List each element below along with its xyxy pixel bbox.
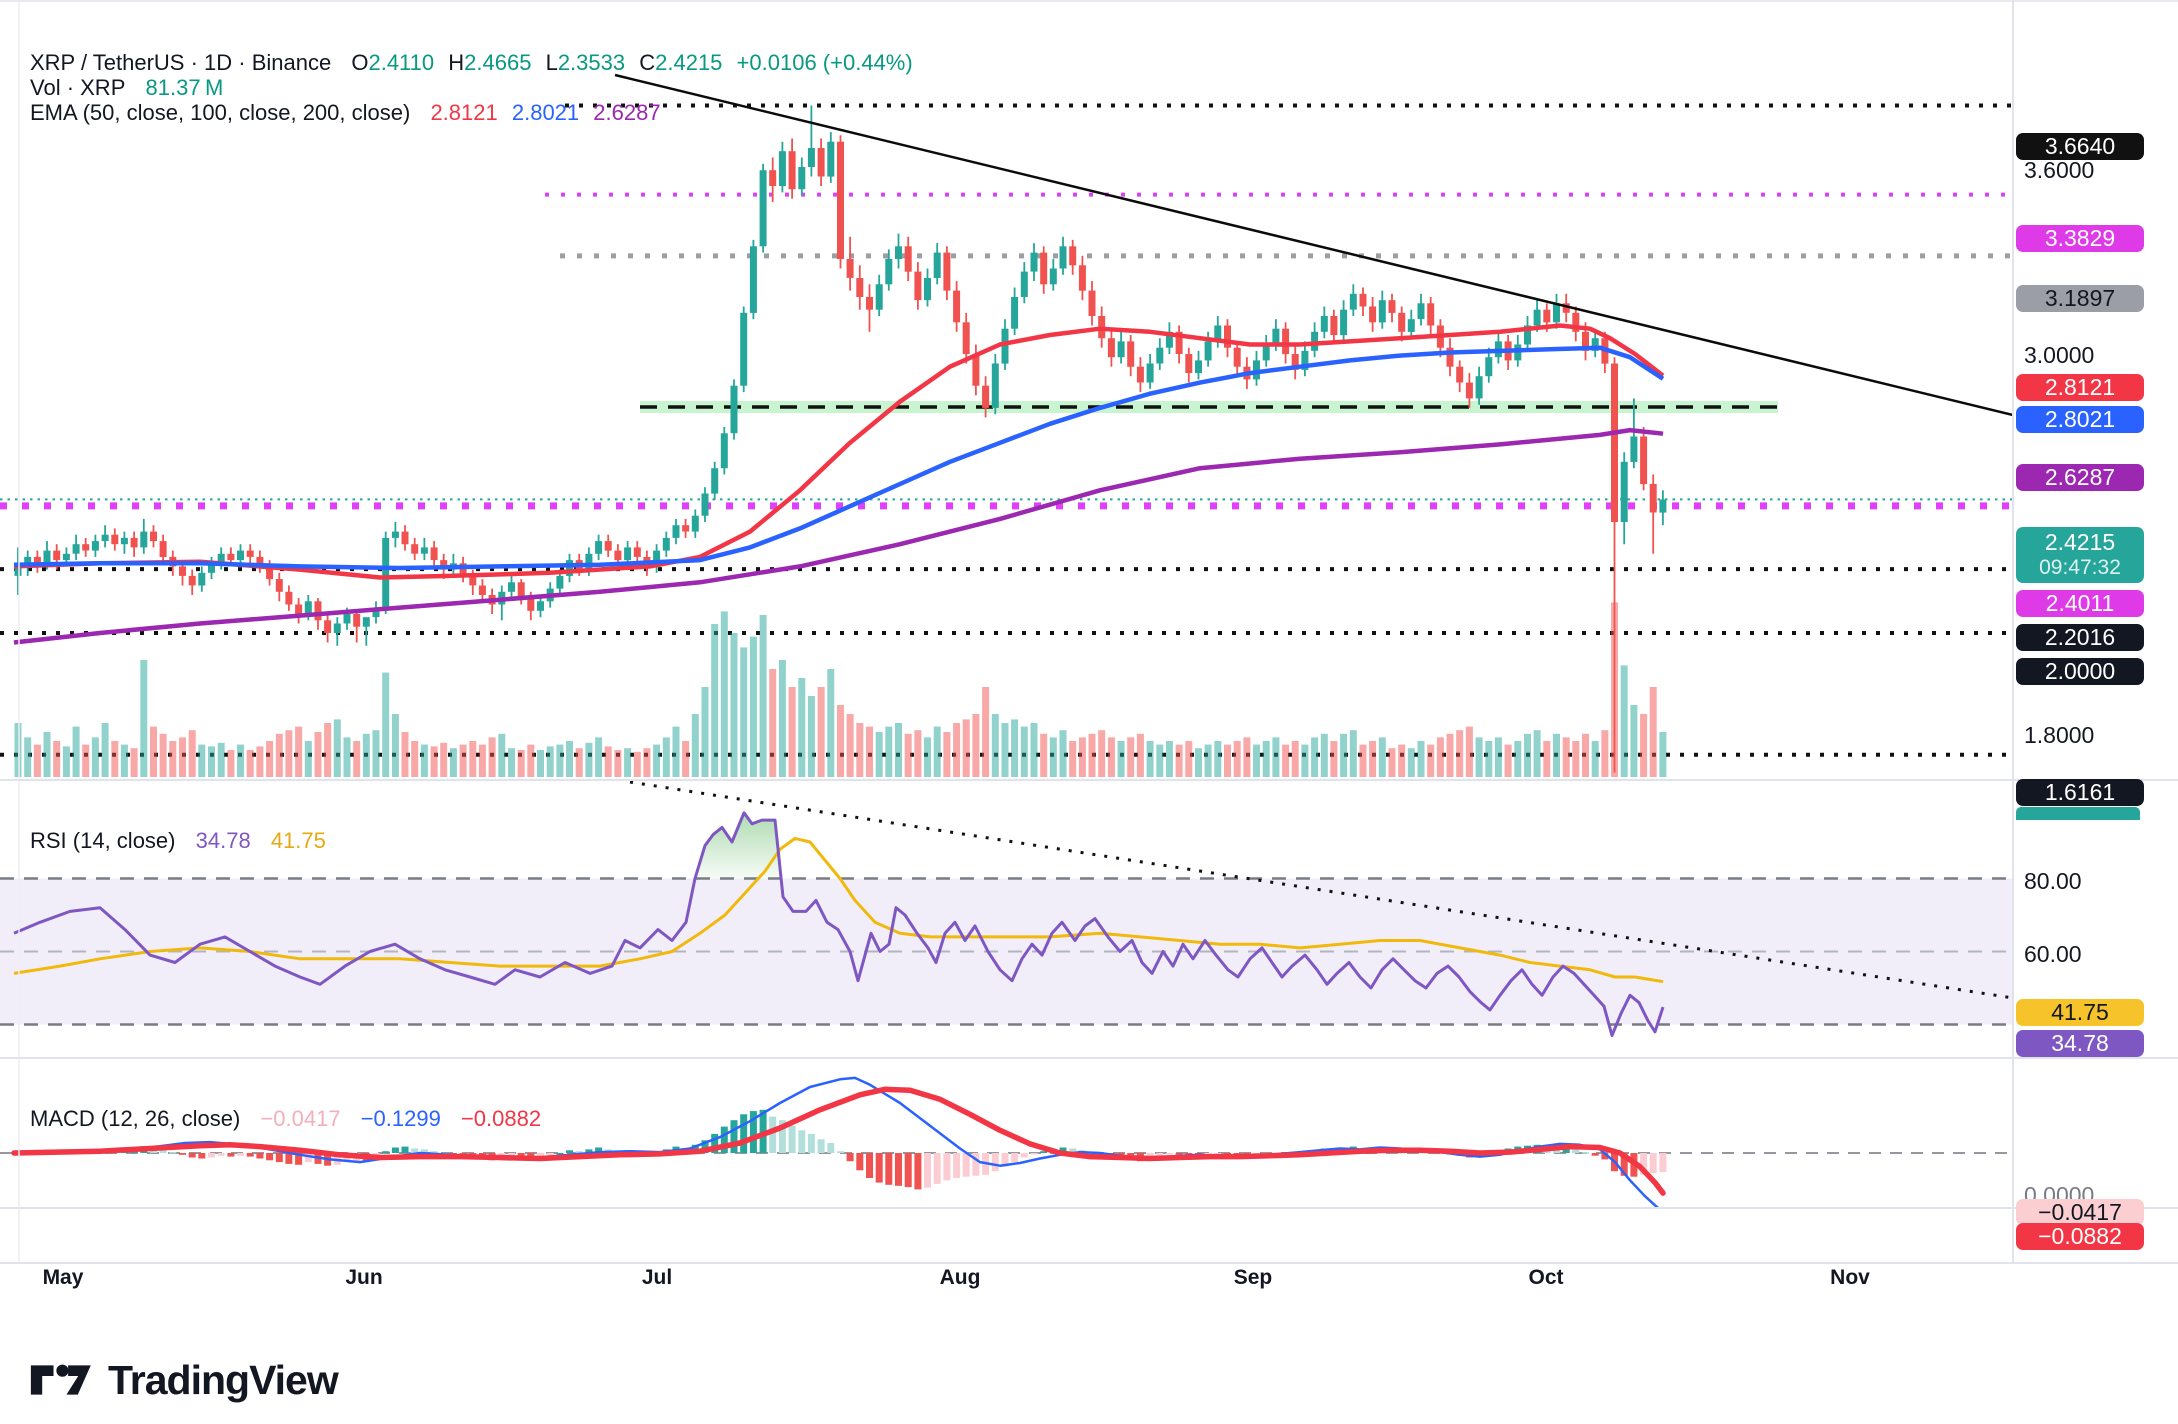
- axis-badge: 3.3829: [2016, 224, 2144, 252]
- rsi-legend[interactable]: RSI (14, close) 34.78 41.75: [30, 828, 326, 854]
- rsi-value: 34.78: [195, 828, 251, 853]
- macd-hist-value: −0.0417: [260, 1106, 341, 1131]
- close-value: 2.4215: [655, 50, 723, 75]
- month-label: May: [42, 1266, 84, 1289]
- change-value: +0.0106 (+0.44%): [736, 50, 913, 75]
- ema100-value: 2.8021: [511, 100, 580, 125]
- open-label: O: [351, 50, 369, 75]
- volume-axis-badge: [2016, 807, 2140, 820]
- axis-badge: 2.0000: [2016, 657, 2144, 685]
- close-label: C: [639, 50, 656, 75]
- volume-label: Vol · XRP: [30, 75, 126, 100]
- tradingview-logo-text: TradingView: [108, 1356, 339, 1403]
- month-label: Sep: [1233, 1266, 1273, 1289]
- open-value: 2.4110: [368, 50, 435, 75]
- month-label: Jul: [641, 1266, 673, 1289]
- axis-badge: 34.78: [2016, 1029, 2144, 1057]
- ema200-value: 2.6287: [593, 100, 661, 125]
- macd-line-value: −0.1299: [360, 1106, 441, 1131]
- axis-badge: −0.0417: [2016, 1198, 2144, 1226]
- month-label: Oct: [1528, 1266, 1564, 1289]
- axis-badge: 2.4011: [2016, 589, 2144, 617]
- axis-badge: 2.2016: [2016, 623, 2144, 651]
- axis-badge: 2.6287: [2016, 463, 2144, 491]
- ema50-value: 2.8121: [430, 100, 498, 125]
- rsi-label: RSI (14, close): [30, 828, 176, 853]
- low-label: L: [545, 50, 558, 75]
- symbol-legend[interactable]: XRP / TetherUS · 1D · Binance O2.4110 H2…: [30, 50, 913, 76]
- high-value: 2.4665: [464, 50, 532, 75]
- tradingview-logo[interactable]: TradingView: [26, 1352, 339, 1408]
- volume-value: 81.37 M: [145, 75, 224, 100]
- axis-badge: 3.1897: [2016, 284, 2144, 312]
- axis-label: 80.00: [2024, 868, 2082, 894]
- month-label: Nov: [1830, 1266, 1870, 1289]
- ema-label: EMA (50, close, 100, close, 200, close): [30, 100, 411, 125]
- ema-legend[interactable]: EMA (50, close, 100, close, 200, close) …: [30, 100, 661, 126]
- month-label: Aug: [939, 1266, 981, 1289]
- axis-badge: 1.6161: [2016, 778, 2144, 806]
- symbol-title: XRP / TetherUS · 1D · Binance: [30, 50, 332, 75]
- macd-label: MACD (12, 26, close): [30, 1106, 241, 1131]
- macd-legend[interactable]: MACD (12, 26, close) −0.0417 −0.1299 −0.…: [30, 1106, 541, 1132]
- rsi-ma-value: 41.75: [270, 828, 326, 853]
- axis-label: 3.0000: [2024, 342, 2095, 368]
- axis-label: 60.00: [2024, 941, 2082, 967]
- axis-badge: −0.0882: [2016, 1222, 2144, 1250]
- low-value: 2.3533: [557, 50, 626, 75]
- axis-badge: 2.8121: [2016, 373, 2144, 401]
- volume-legend[interactable]: Vol · XRP 81.37 M: [30, 75, 223, 101]
- high-label: H: [448, 50, 465, 75]
- axis-badge: 41.75: [2016, 998, 2144, 1026]
- axis-label: 1.8000: [2024, 722, 2095, 748]
- axis-badge: 3.6640: [2016, 132, 2144, 160]
- axis-badge: 2.8021: [2016, 405, 2144, 433]
- macd-signal-value: −0.0882: [460, 1106, 542, 1131]
- tradingview-logo-icon: [30, 1364, 91, 1395]
- chart-canvas[interactable]: [0, 0, 2178, 1269]
- axis-badge: 2.4215 09:47:32: [2016, 527, 2144, 583]
- axis-label: 3.6000: [2024, 157, 2095, 183]
- month-label: Jun: [345, 1266, 383, 1289]
